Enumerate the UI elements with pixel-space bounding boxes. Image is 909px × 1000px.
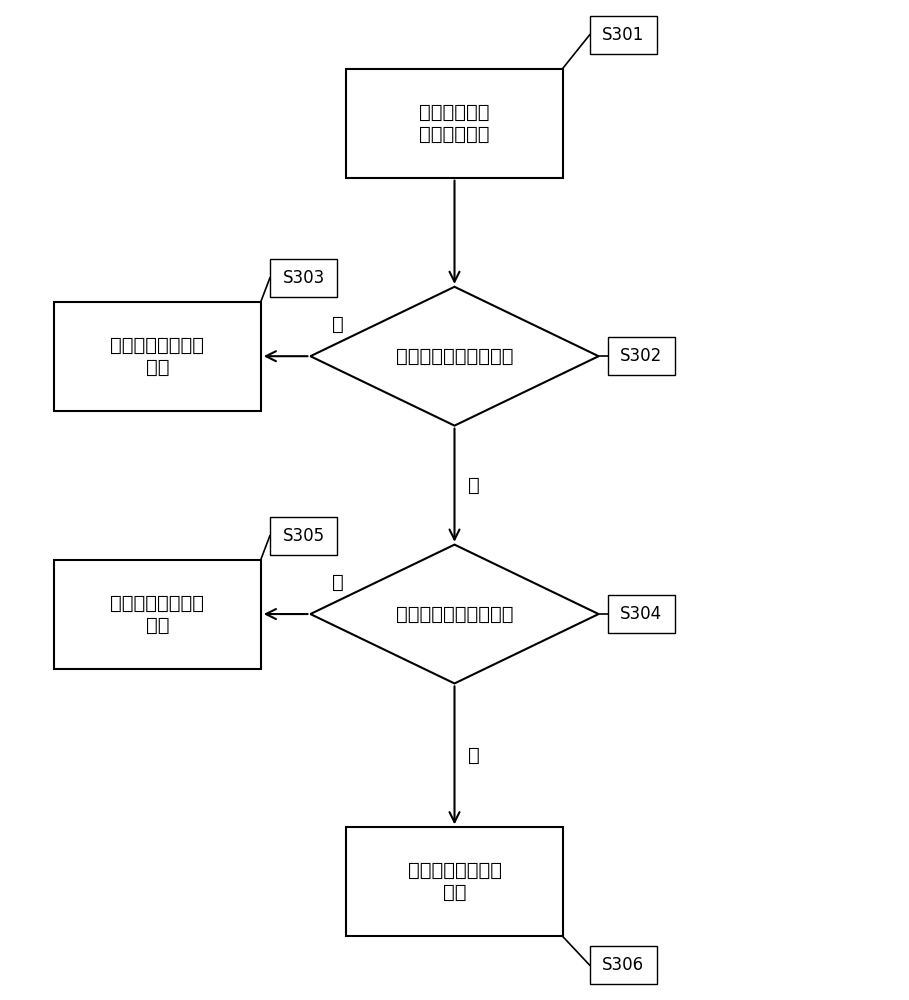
FancyBboxPatch shape bbox=[607, 595, 675, 633]
Text: S302: S302 bbox=[620, 347, 663, 365]
FancyBboxPatch shape bbox=[270, 259, 337, 297]
Polygon shape bbox=[310, 287, 599, 426]
Text: 否: 否 bbox=[468, 476, 480, 495]
Text: S304: S304 bbox=[620, 605, 663, 623]
Polygon shape bbox=[310, 545, 599, 683]
FancyBboxPatch shape bbox=[346, 69, 563, 178]
Text: S305: S305 bbox=[283, 527, 325, 545]
FancyBboxPatch shape bbox=[346, 827, 563, 936]
FancyBboxPatch shape bbox=[270, 517, 337, 555]
Text: 否: 否 bbox=[468, 746, 480, 765]
FancyBboxPatch shape bbox=[590, 16, 657, 54]
Text: S303: S303 bbox=[283, 269, 325, 287]
Text: 是: 是 bbox=[332, 573, 344, 592]
Text: S301: S301 bbox=[603, 26, 644, 44]
Text: 判断是否属于热带水果: 判断是否属于热带水果 bbox=[395, 347, 514, 366]
Text: 启动其他水果存储
模式: 启动其他水果存储 模式 bbox=[407, 861, 502, 902]
Text: 图像识别设备
检测果蔬类型: 图像识别设备 检测果蔬类型 bbox=[419, 103, 490, 144]
FancyBboxPatch shape bbox=[590, 946, 657, 984]
FancyBboxPatch shape bbox=[607, 337, 675, 375]
Text: 是: 是 bbox=[332, 315, 344, 334]
Text: 启动热带水果存储
模式: 启动热带水果存储 模式 bbox=[110, 336, 205, 377]
FancyBboxPatch shape bbox=[54, 302, 261, 411]
Text: 启动冷害水果存储
模式: 启动冷害水果存储 模式 bbox=[110, 594, 205, 635]
Text: S306: S306 bbox=[603, 956, 644, 974]
FancyBboxPatch shape bbox=[54, 560, 261, 669]
Text: 判断是否属于冷害水果: 判断是否属于冷害水果 bbox=[395, 605, 514, 624]
